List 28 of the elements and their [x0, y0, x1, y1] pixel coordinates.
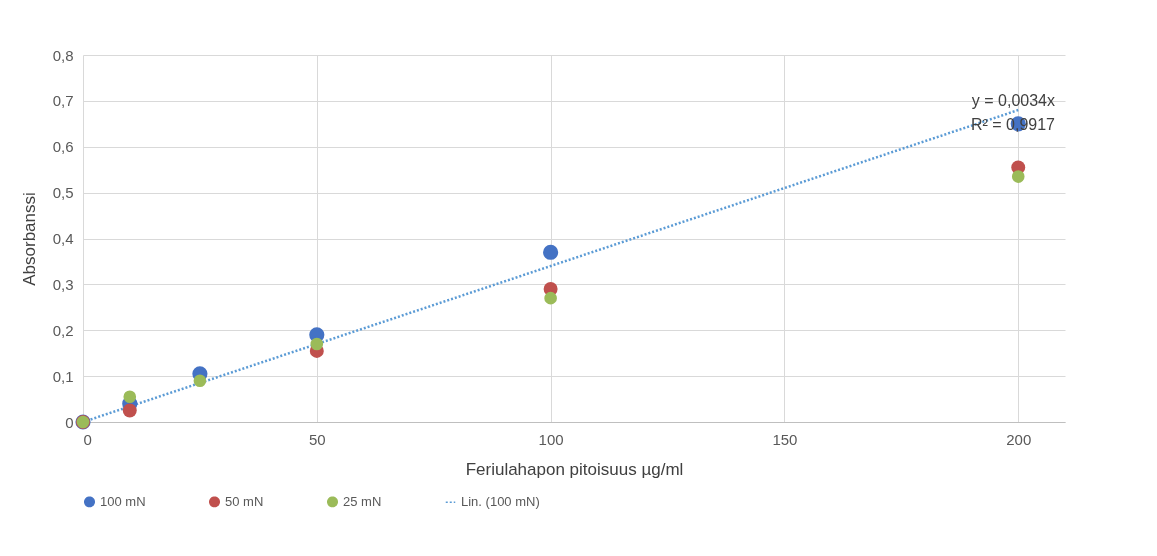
x-tick-label: 150: [772, 430, 798, 448]
x-axis-title: Feriulahapon pitoisuus µg/ml: [465, 459, 684, 479]
point: [543, 244, 559, 260]
x-tick-label: 50: [308, 430, 326, 448]
y-tick-label: 0,4: [52, 230, 74, 247]
legend-label: 100 mN: [100, 493, 146, 509]
legend-label: 50 mN: [225, 493, 264, 509]
x-tick-label: 0: [83, 430, 92, 448]
x-tick-label: 200: [1006, 430, 1032, 448]
legend-label: 25 mN: [343, 493, 382, 509]
y-tick-label: 0: [65, 413, 74, 431]
point: [544, 291, 557, 305]
point: [123, 390, 137, 404]
y-axis-title: Absorbanssi: [19, 192, 39, 286]
y-tick-label: 0,6: [52, 138, 74, 156]
point: [310, 337, 324, 351]
x-tick-label: 100: [538, 430, 564, 448]
y-tick-label: 0,3: [52, 275, 74, 293]
point: [122, 403, 137, 418]
point: [1011, 170, 1025, 183]
y-tick-label: 0,7: [52, 92, 74, 110]
y-tick-label: 0,1: [52, 367, 74, 385]
point: [193, 374, 207, 388]
legend-label: Lin. (100 mN): [461, 494, 540, 510]
y-tick-label: 0,5: [52, 184, 74, 202]
annotation: y = 0,0034x: [971, 92, 1055, 109]
y-tick-label: 0,2: [52, 321, 74, 339]
y-tick-label: 0,8: [52, 46, 74, 64]
